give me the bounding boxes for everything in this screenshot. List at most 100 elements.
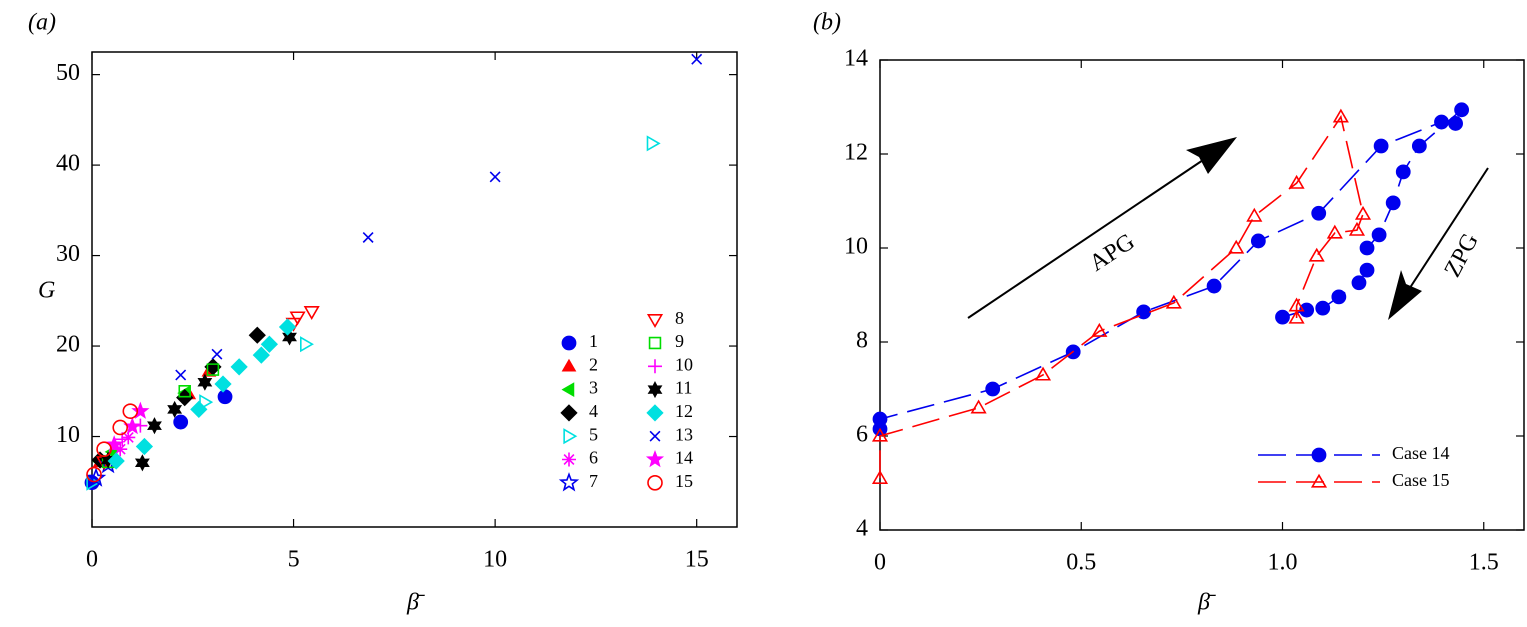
y-tick-label: 6 [856, 422, 868, 448]
marker [1206, 278, 1222, 294]
legend-marker [1310, 473, 1328, 488]
marker [1288, 309, 1305, 324]
x-axis-label: β̄ [1197, 590, 1216, 616]
legend-label: 9 [675, 331, 684, 351]
y-tick-label: 20 [56, 332, 80, 358]
annotation: APG [1085, 229, 1139, 277]
marker [1288, 174, 1305, 189]
x-tick-label: 5 [288, 547, 300, 573]
marker [362, 232, 374, 243]
marker [871, 470, 889, 484]
y-tick-label: 10 [844, 234, 868, 260]
legend-marker [648, 359, 662, 374]
legend-marker [562, 452, 576, 467]
arrow [1388, 167, 1489, 320]
marker [121, 430, 136, 445]
marker [646, 135, 661, 152]
legend-label: 13 [675, 424, 693, 444]
marker [1311, 205, 1327, 221]
legend-label: 7 [589, 471, 598, 491]
y-tick-label: 4 [856, 516, 868, 542]
marker [278, 318, 297, 336]
y-axis-label: G [38, 278, 55, 304]
marker [167, 400, 183, 418]
marker [1246, 207, 1263, 222]
marker [1351, 275, 1367, 291]
marker [871, 427, 889, 442]
marker [131, 401, 150, 419]
marker [1359, 262, 1375, 278]
legend-marker [648, 336, 662, 350]
marker [252, 346, 270, 364]
marker [206, 363, 220, 376]
x-tick-label: 15 [685, 547, 709, 573]
legend-label: Case 14 [1392, 443, 1450, 463]
x-tick-label: 1.0 [1268, 550, 1298, 576]
marker [1454, 102, 1470, 118]
legend-marker [645, 449, 665, 468]
axes-frame [91, 51, 738, 528]
legend-marker [1311, 447, 1327, 463]
x-tick-label: 1.5 [1469, 550, 1499, 576]
marker [175, 369, 187, 381]
y-tick-label: 12 [844, 140, 868, 166]
marker [214, 375, 232, 393]
legend-marker [560, 404, 578, 422]
marker [303, 306, 320, 320]
y-tick-label: 14 [844, 46, 868, 72]
legend-label: 4 [589, 401, 598, 421]
marker [134, 454, 150, 472]
legend-marker [561, 382, 575, 397]
legend-label: 11 [675, 378, 692, 398]
y-tick-label: 40 [56, 151, 80, 177]
marker [260, 335, 278, 353]
marker [122, 403, 139, 419]
marker [1395, 164, 1411, 180]
legend-marker [558, 472, 580, 492]
legend-label: 12 [675, 401, 693, 421]
x-tick-label: 0 [874, 550, 886, 576]
marker [112, 419, 129, 436]
legend-label: 3 [589, 378, 598, 398]
legend-marker [647, 381, 663, 399]
marker [872, 411, 888, 427]
legend-marker [649, 430, 661, 442]
marker [113, 442, 128, 457]
x-axis-label: β̄ [406, 590, 425, 616]
y-tick-label: 50 [56, 60, 80, 86]
legend-marker [647, 475, 663, 491]
marker [1371, 227, 1387, 243]
legend-marker [646, 404, 664, 422]
marker [1315, 300, 1331, 316]
marker [489, 171, 501, 183]
marker [1228, 239, 1245, 254]
legend-label: 8 [675, 308, 684, 328]
marker [107, 452, 125, 470]
marker [217, 389, 233, 405]
marker [105, 435, 124, 453]
x-tick-label: 0.5 [1066, 550, 1096, 576]
y-tick-label: 10 [56, 422, 80, 448]
marker [178, 385, 191, 398]
marker [1250, 233, 1266, 249]
marker [985, 381, 1001, 397]
marker [147, 417, 162, 435]
marker [1348, 221, 1366, 236]
legend-marker [563, 428, 578, 445]
marker [1165, 294, 1182, 309]
axes-frame [879, 59, 1525, 531]
panel-label: (a) [28, 10, 56, 36]
marker [970, 399, 987, 414]
legend-marker [561, 358, 577, 372]
legend-label: 14 [675, 448, 693, 468]
marker [1354, 205, 1372, 220]
marker [1359, 240, 1375, 256]
marker [1308, 247, 1325, 262]
legend-label: 5 [589, 424, 598, 444]
panel-label: (b) [813, 10, 841, 36]
marker [300, 336, 314, 353]
marker [1385, 195, 1401, 211]
legend-label: Case 15 [1392, 470, 1450, 490]
marker [197, 373, 213, 391]
